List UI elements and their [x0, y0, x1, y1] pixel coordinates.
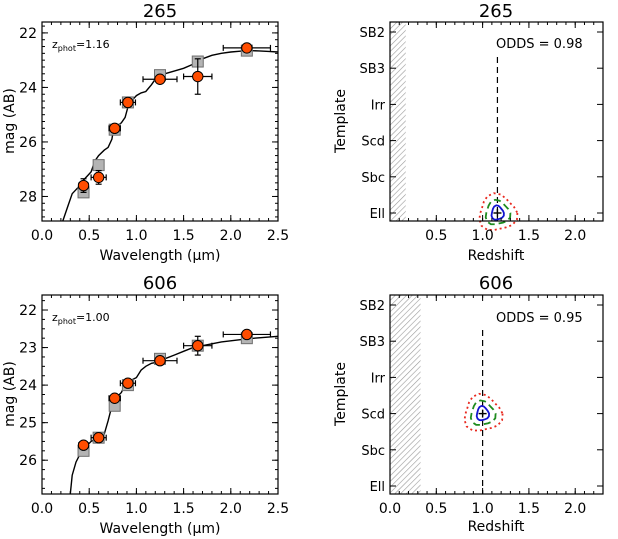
y-tick-label: 23: [19, 341, 37, 357]
template-tick-label: Scd: [361, 408, 385, 423]
observed-point: [108, 392, 121, 404]
template-tick-label: Irr: [371, 371, 386, 386]
x-tick-label: 1.5: [172, 228, 194, 244]
odds-annotation: ODDS = 0.98: [496, 37, 583, 52]
template-tick-label: Ell: [370, 207, 385, 222]
y-tick-label: 22: [19, 26, 37, 42]
excluded-region-hatch: [390, 22, 406, 221]
y-tick-label: 25: [19, 416, 37, 432]
observed-point: [92, 431, 105, 444]
y-tick-label: 24: [19, 378, 37, 394]
panel-sed-265: 265 0.0 0.5 1.0 1.5 2.0 2.5 22 24 26 28 zphot=1.1…: [2, 1, 289, 264]
template-mag-square: [92, 159, 105, 172]
template-curve: [62, 49, 278, 221]
y-tick-label: 26: [19, 135, 37, 151]
panel-title: 606: [479, 273, 513, 294]
observed-point: [241, 328, 253, 341]
observed-point: [108, 122, 121, 135]
y-axis-label: Template: [333, 362, 349, 427]
zphot-annotation: zphot=1.00: [52, 311, 110, 326]
y-axis-label: mag (AB): [2, 361, 18, 427]
observed-point: [192, 70, 204, 83]
panel-sed-606: 606 0.0 0.5 1.0 1.5 2.0 2.5 22 23 24 25 26 zphot=1…: [2, 273, 289, 537]
template-tick-label: SB2: [360, 299, 385, 314]
plot-frame: [41, 294, 279, 495]
template-tick-label: Irr: [371, 98, 386, 113]
y-axis-label: Template: [333, 89, 349, 154]
observed-point: [241, 42, 253, 54]
y-tick-label: 28: [19, 189, 37, 205]
x-tick-label: 1.5: [172, 501, 194, 517]
zphot-annotation: zphot=1.16: [52, 38, 110, 53]
panel-title: 265: [143, 1, 177, 22]
observed-point: [154, 355, 166, 367]
x-tick-label: 0.0: [31, 501, 53, 517]
y-tick-label: 22: [19, 303, 37, 319]
contour-2sigma: [484, 198, 512, 226]
observed-point: [92, 171, 105, 184]
panel-title: 606: [143, 273, 177, 294]
panel-odds-265: 265 0.5 1.0 1.5 2.0 SB2 SB3 Irr Scd Sbc Ell ODDS …: [333, 1, 604, 264]
x-tick-label: 2.5: [267, 228, 289, 244]
observed-point: [122, 96, 134, 109]
template-tick-label: SB3: [360, 335, 385, 350]
observed-point: [192, 339, 204, 352]
x-tick-label: 1.0: [471, 228, 493, 244]
x-tick-label: 1.5: [518, 228, 540, 244]
x-tick-label: 0.5: [425, 501, 447, 517]
contour-3sigma: [463, 392, 504, 432]
x-tick-label: 2.0: [220, 228, 242, 244]
x-tick-label: 2.0: [564, 501, 586, 517]
panel-odds-606: 606 0.0 0.5 1.0 1.5 2.0 SB2 SB3 Irr Scd Sbc Ell OD…: [333, 273, 604, 535]
odds-annotation: ODDS = 0.95: [496, 311, 583, 326]
observed-point: [77, 439, 90, 451]
y-tick-label: 24: [19, 80, 37, 96]
x-axis-label: Wavelength (μm): [100, 521, 221, 537]
x-tick-label: 0.5: [78, 501, 100, 517]
contour-2sigma: [469, 399, 497, 426]
x-axis-label: Redshift: [468, 519, 525, 535]
x-tick-label: 1.0: [471, 501, 493, 517]
x-tick-label: 2.5: [267, 501, 289, 517]
x-tick-label: 2.0: [220, 501, 242, 517]
x-tick-label: 1.5: [518, 501, 540, 517]
x-axis-label: Wavelength (μm): [100, 248, 221, 264]
plot-frame: [41, 21, 279, 222]
template-tick-label: Ell: [370, 480, 385, 495]
template-tick-label: Sbc: [361, 171, 385, 186]
series-group: [69, 328, 278, 494]
excluded-region-hatch: [390, 295, 421, 494]
x-tick-label: 1.0: [125, 228, 147, 244]
contour-3sigma: [478, 192, 519, 231]
panel-title: 265: [479, 1, 513, 22]
observed-point: [77, 179, 90, 192]
x-tick-label: 2.0: [564, 228, 586, 244]
x-axis-label: Redshift: [468, 248, 525, 264]
template-tick-label: SB3: [360, 62, 385, 77]
plot-frame: [389, 294, 604, 495]
plot-frame: [389, 21, 604, 222]
template-tick-label: Sbc: [361, 444, 385, 459]
y-axis-label: mag (AB): [2, 88, 18, 154]
observed-point: [122, 377, 134, 389]
x-tick-label: 0.0: [31, 228, 53, 244]
template-curve: [69, 335, 278, 494]
series-group: [62, 42, 278, 221]
template-tick-label: SB2: [360, 26, 385, 41]
x-tick-label: 0.5: [425, 228, 447, 244]
x-tick-label: 0.0: [379, 501, 401, 517]
contour-1sigma: [475, 404, 491, 422]
y-tick-label: 26: [19, 453, 37, 469]
template-tick-label: Scd: [361, 135, 385, 150]
observed-point: [154, 73, 166, 85]
x-tick-label: 1.0: [125, 501, 147, 517]
contour-1sigma: [490, 204, 505, 221]
x-tick-label: 0.5: [78, 228, 100, 244]
